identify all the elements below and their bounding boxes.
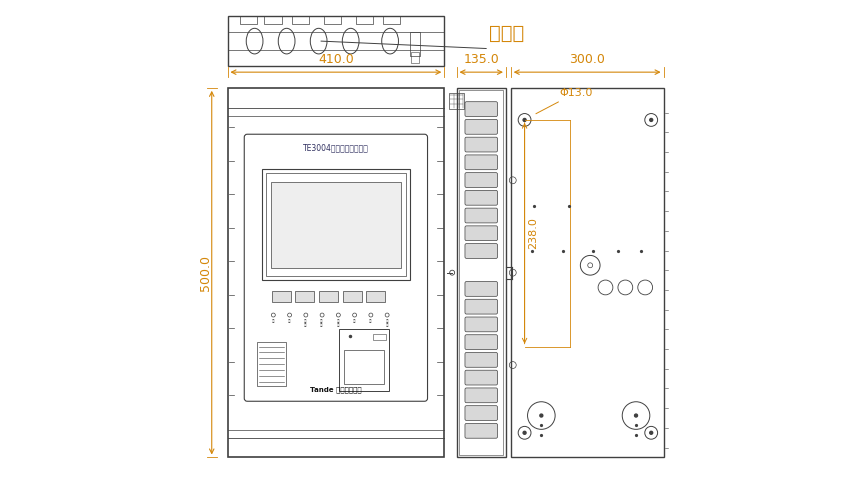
Text: 屏蔽: 屏蔽	[288, 319, 291, 323]
Text: 启停
实验: 启停 实验	[386, 319, 389, 328]
Circle shape	[523, 118, 526, 121]
Bar	[228, 17, 444, 66]
Text: 238.0: 238.0	[528, 217, 539, 249]
FancyBboxPatch shape	[465, 119, 497, 134]
FancyBboxPatch shape	[465, 406, 497, 420]
Text: 自检: 自检	[369, 319, 373, 323]
Bar	[411, 53, 419, 63]
FancyBboxPatch shape	[465, 370, 497, 385]
Bar	[295, 292, 314, 302]
Text: 故障: 故障	[353, 319, 356, 323]
Text: 410.0: 410.0	[318, 53, 354, 66]
Bar	[410, 32, 420, 56]
Circle shape	[523, 431, 526, 434]
Bar	[373, 334, 386, 340]
Bar	[459, 90, 503, 455]
FancyBboxPatch shape	[465, 282, 497, 296]
Text: 过载
报警: 过载 报警	[304, 319, 308, 328]
FancyBboxPatch shape	[465, 335, 497, 350]
FancyBboxPatch shape	[465, 353, 497, 367]
Text: Φ13.0: Φ13.0	[536, 88, 593, 114]
Bar	[320, 292, 338, 302]
FancyBboxPatch shape	[465, 299, 497, 314]
Bar	[324, 17, 341, 25]
Bar	[511, 88, 663, 457]
Bar	[240, 17, 257, 25]
FancyBboxPatch shape	[465, 173, 497, 187]
Bar	[271, 181, 401, 268]
Bar	[449, 93, 464, 109]
Text: 地线
报警: 地线 报警	[337, 319, 340, 328]
FancyBboxPatch shape	[465, 190, 497, 205]
FancyBboxPatch shape	[465, 137, 497, 152]
FancyBboxPatch shape	[465, 388, 497, 403]
Bar	[343, 292, 362, 302]
Circle shape	[539, 414, 543, 417]
FancyBboxPatch shape	[465, 226, 497, 240]
Circle shape	[635, 414, 637, 417]
Bar	[383, 17, 400, 25]
Bar	[271, 292, 290, 302]
FancyBboxPatch shape	[465, 423, 497, 438]
Text: 300.0: 300.0	[570, 53, 605, 66]
Circle shape	[649, 431, 653, 434]
Text: 火灾: 火灾	[271, 319, 275, 323]
Bar	[291, 17, 308, 25]
Bar	[266, 173, 405, 276]
Bar	[228, 88, 444, 457]
Bar	[367, 292, 385, 302]
FancyBboxPatch shape	[465, 208, 497, 223]
Text: 135.0: 135.0	[463, 53, 499, 66]
Text: Tande 唐德安全监控: Tande 唐德安全监控	[310, 387, 362, 393]
Bar	[265, 17, 282, 25]
Text: TE3004电气火灾监控设备: TE3004电气火灾监控设备	[303, 143, 369, 152]
FancyBboxPatch shape	[465, 243, 497, 259]
Bar	[356, 17, 373, 25]
Text: 欠压
报警: 欠压 报警	[320, 319, 324, 328]
Bar	[344, 350, 384, 384]
Bar	[262, 169, 410, 280]
FancyBboxPatch shape	[465, 102, 497, 117]
Bar	[457, 88, 506, 457]
FancyBboxPatch shape	[465, 317, 497, 332]
Text: 500.0: 500.0	[199, 255, 212, 291]
Bar	[257, 342, 286, 386]
Bar	[339, 329, 389, 391]
FancyBboxPatch shape	[465, 155, 497, 170]
Text: 穿线孔: 穿线孔	[489, 24, 524, 43]
Circle shape	[649, 118, 653, 121]
